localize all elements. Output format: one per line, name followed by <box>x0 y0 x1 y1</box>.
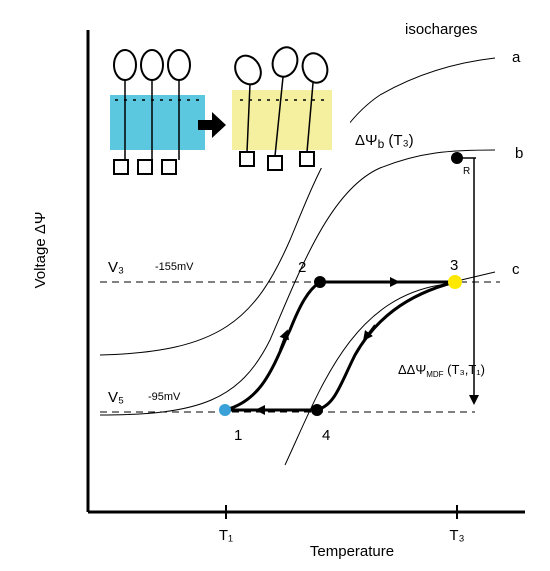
annotation-rest: (T₃,T₁) <box>444 362 485 377</box>
annotation: ΔΔΨMDF (T₃,T₁) <box>398 362 485 379</box>
curve-label: c <box>512 261 520 278</box>
annotation-sub: MDF <box>426 370 443 379</box>
point-label: 4 <box>322 427 330 444</box>
point-2 <box>314 276 326 288</box>
point-1 <box>219 404 231 416</box>
point-4 <box>311 404 323 416</box>
annotation-main: ΔΨ <box>355 132 378 149</box>
point-label: R <box>463 166 470 177</box>
curve-label: a <box>512 49 521 66</box>
point-label: 1 <box>234 427 242 444</box>
level-value: -95mV <box>148 391 181 403</box>
level-name: V₃ <box>108 259 124 276</box>
x-tick-label: T₃ <box>449 527 464 544</box>
annotation-main: ΔΔΨ <box>398 362 426 377</box>
point-3 <box>448 275 462 289</box>
legend-title: isocharges <box>405 21 478 38</box>
point-label: 3 <box>450 257 458 274</box>
x-axis-label: Temperature <box>310 543 394 560</box>
annotation: ΔΨb (T₃) <box>355 132 414 151</box>
y-axis-label: Voltage ΔΨ <box>32 212 49 289</box>
membrane-inset <box>100 38 350 174</box>
cycle-path <box>317 282 455 410</box>
point-label: 2 <box>298 259 306 276</box>
x-tick-label: T₁ <box>219 527 233 544</box>
diagram: isocharges a b c Voltage ΔΨ Temperature … <box>0 0 550 566</box>
point-r <box>451 152 463 164</box>
curve-label: b <box>515 145 523 162</box>
level-name: V₅ <box>108 389 124 406</box>
annotation-rest: (T₃) <box>384 132 413 149</box>
level-value: -155mV <box>155 261 194 273</box>
cycle-path <box>225 282 320 410</box>
